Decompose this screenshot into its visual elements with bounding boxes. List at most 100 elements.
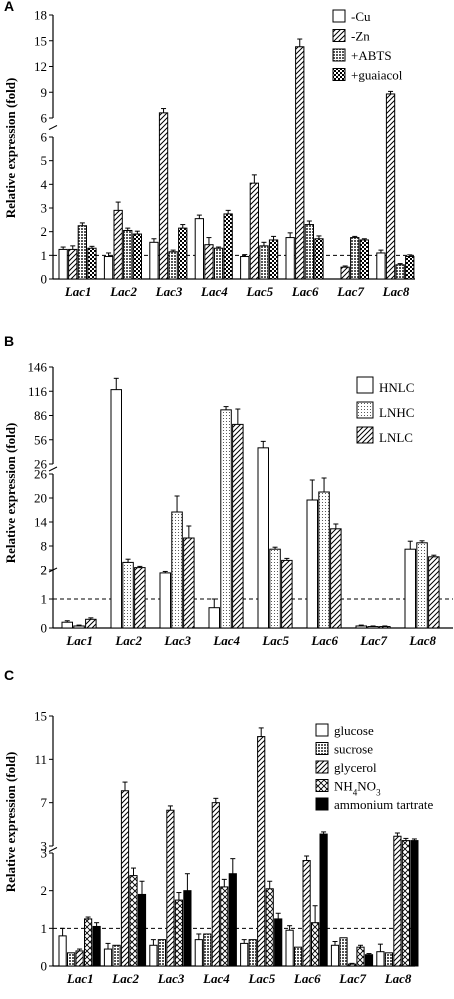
- bar-c-lac7-s1: [339, 937, 348, 967]
- y-tick-label: 116: [28, 384, 48, 399]
- x-tick-label: Lac1: [64, 284, 92, 299]
- y-tick-label: 3: [41, 839, 48, 854]
- x-tick-label: Lac7: [359, 633, 387, 648]
- legend-swatch: [315, 742, 329, 755]
- y-tick-label: 4: [41, 177, 48, 192]
- bar-c-lac4-s2: [211, 802, 220, 967]
- x-tick-label: Lac5: [247, 971, 275, 986]
- bar-c-lac6-s0: [285, 929, 294, 967]
- y-tick-label: 26: [34, 467, 48, 482]
- bar-b-lac3-s0: [159, 572, 171, 629]
- legend-swatch: [332, 48, 346, 62]
- panel-letter: A: [4, 0, 14, 14]
- y-tick-label: 8: [41, 539, 48, 554]
- y-tick-label: 7: [41, 795, 48, 810]
- bar-c-lac1-s2: [75, 950, 84, 967]
- y-tick-label: 86: [34, 408, 48, 423]
- legend: -Cu -Zn +ABTS +guaiacol: [332, 9, 403, 83]
- bar-a-lac1-s0: [58, 248, 68, 280]
- bar-c-lac4-s0: [194, 939, 203, 967]
- legend-label: -Cu: [351, 9, 371, 24]
- bar-a-lac8-s3: [405, 256, 415, 280]
- bar-a-lac5-s2: [259, 245, 269, 280]
- x-tick-label: Lac6: [291, 284, 319, 299]
- x-tick-label: Lac6: [293, 971, 321, 986]
- bar-c-lac1-s1: [67, 952, 76, 967]
- y-axis-title: Relative expression (fold): [3, 752, 18, 893]
- x-tick-label: Lac1: [65, 633, 93, 648]
- bar-c-lac5-s0: [240, 942, 249, 967]
- legend-swatch: [356, 376, 374, 394]
- bar-a-lac7-s2: [350, 237, 360, 280]
- bar-b-lac7-s1: [367, 626, 379, 629]
- bar-a-lac4-s3: [223, 213, 233, 280]
- y-tick-label: 0: [41, 621, 48, 636]
- bar-c-lac5-s4: [274, 918, 283, 967]
- y-tick-label: 15: [34, 33, 47, 48]
- axis-break-mark: [48, 567, 58, 573]
- bar-a-lac7-s3: [359, 239, 370, 280]
- panel-letter: B: [4, 333, 14, 349]
- y-tick-label: 2: [41, 224, 48, 239]
- bar-a-lac1-s3: [87, 247, 97, 280]
- bar-a-lac2-s1: [113, 209, 123, 280]
- bar-c-lac4-s3: [220, 886, 229, 967]
- bar-a-lac1-s1: [68, 248, 78, 280]
- bar-b-lac5-s0: [257, 447, 269, 629]
- x-tick-label: Lac4: [202, 971, 230, 986]
- bar-c-lac6-s4: [319, 833, 328, 967]
- x-tick-label: Lac2: [109, 284, 137, 299]
- legend-label: NH4NO3: [334, 779, 381, 798]
- x-tick-label: Lac5: [261, 633, 289, 648]
- x-tick-label: Lac7: [338, 971, 366, 986]
- x-tick-label: Lac7: [336, 284, 364, 299]
- bar-c-lac8-s4: [410, 840, 419, 967]
- bar-a-lac6-s1: [295, 46, 305, 280]
- bar-b-lac3-s1: [171, 511, 183, 629]
- y-tick-label: 15: [34, 709, 47, 724]
- bar-c-lac2-s2: [120, 790, 130, 967]
- bar-c-lac3-s4: [183, 890, 192, 967]
- bar-a-lac2-s0: [103, 256, 114, 280]
- bar-c-lac8-s2: [393, 835, 402, 967]
- bar-c-lac3-s2: [166, 809, 175, 967]
- y-tick-label: 2: [41, 883, 48, 898]
- x-tick-label: Lac8: [382, 284, 410, 299]
- y-tick-label: 0: [41, 272, 48, 287]
- y-tick-label: 6: [41, 130, 48, 145]
- y-tick-label: 2: [41, 563, 48, 578]
- y-tick-label: 2: [41, 563, 48, 578]
- legend-label: LNHC: [379, 405, 414, 420]
- x-tick-label: Lac3: [163, 633, 191, 648]
- legend-swatch: [332, 9, 346, 23]
- bar-c-lac3-s1: [157, 939, 167, 967]
- panel-letter: C: [4, 667, 14, 683]
- bar-c-lac5-s1: [248, 939, 257, 967]
- bar-c-lac2-s0: [103, 948, 113, 967]
- legend-swatch: [356, 426, 374, 444]
- axis-break-mark: [48, 466, 58, 472]
- bar-b-lac5-s1: [269, 548, 281, 629]
- bar-c-lac1-s3: [84, 918, 93, 967]
- bar-a-lac3-s0: [149, 241, 159, 280]
- bar-a-lac5-s3: [268, 239, 279, 280]
- bar-b-lac6-s2: [330, 528, 342, 629]
- bar-c-lac4-s1: [203, 933, 212, 967]
- bar-c-lac3-s0: [149, 944, 158, 967]
- bar-b-lac8-s1: [416, 542, 428, 629]
- bar-b-lac6-s0: [306, 499, 318, 629]
- bar-c-lac8-s1: [384, 952, 393, 967]
- bar-c-lac4-s4: [228, 873, 237, 967]
- bar-a-lac4-s0: [194, 218, 204, 280]
- bar-c-lac1-s0: [58, 935, 67, 967]
- bar-b-lac2-s0: [110, 389, 122, 629]
- y-tick-label: 0: [41, 959, 48, 974]
- y-tick-label: 20: [34, 491, 47, 506]
- bar-c-lac5-s2: [257, 736, 266, 967]
- x-tick-label: Lac3: [155, 284, 183, 299]
- bar-a-lac3-s2: [168, 251, 178, 280]
